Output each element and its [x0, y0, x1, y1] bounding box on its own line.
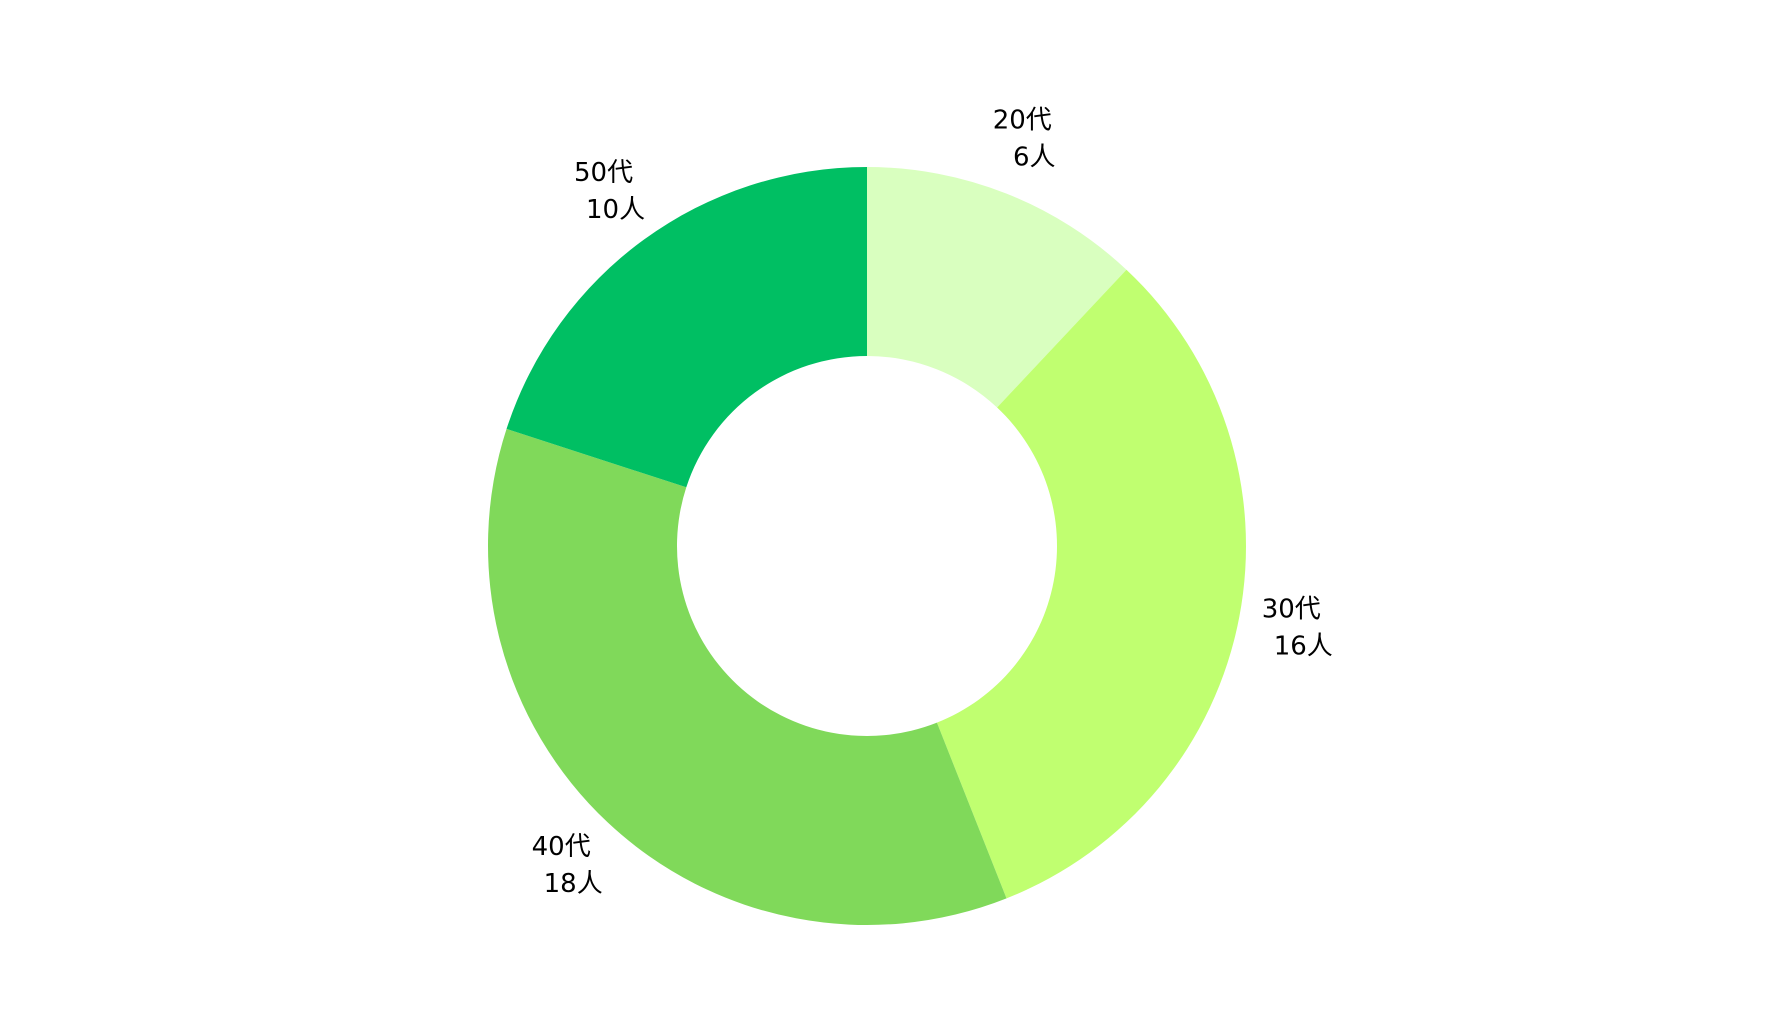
slice-category-label: 30代: [1262, 595, 1321, 625]
donut-slice: [488, 428, 1007, 925]
slice-value-label: 16人: [1274, 632, 1333, 662]
slice-value-label: 10人: [586, 195, 645, 225]
donut-slice: [936, 269, 1246, 899]
slice-value-label: 18人: [544, 869, 603, 899]
slice-category-label: 50代: [574, 158, 633, 188]
slice-value-label: 6人: [1013, 142, 1056, 172]
donut-slice: [867, 167, 1127, 408]
donut-slice: [506, 167, 867, 488]
slice-category-label: 20代: [993, 105, 1052, 135]
slice-category-label: 40代: [532, 832, 591, 862]
